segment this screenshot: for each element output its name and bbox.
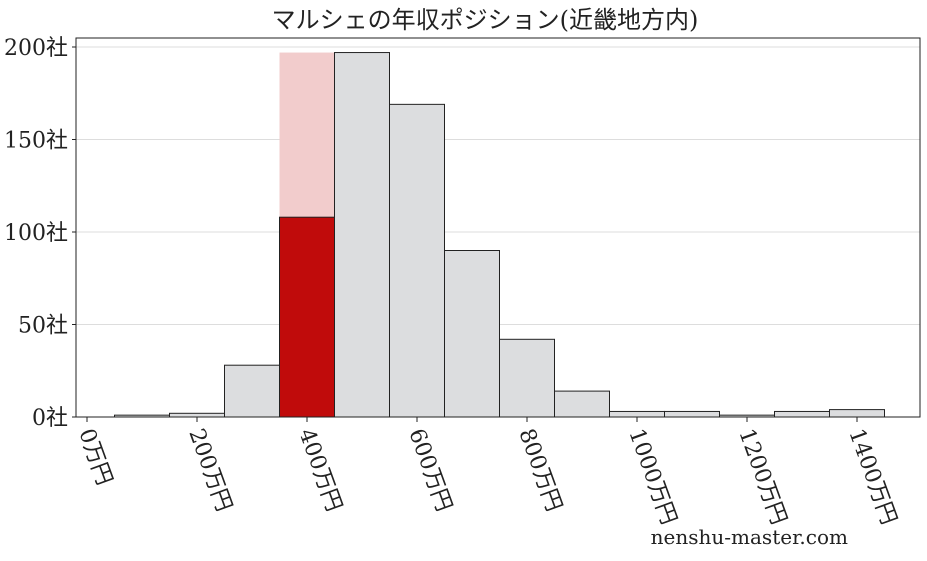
histogram-bar (609, 410, 665, 418)
x-tick-label: 800万円 (513, 426, 566, 515)
y-tick-label: 200社 (4, 36, 68, 61)
histogram-bar (169, 412, 225, 418)
x-tick-label: 200万円 (183, 426, 236, 515)
histogram-bar (444, 250, 500, 418)
histogram-bar (554, 390, 610, 418)
x-tick-label: 0万円 (73, 426, 116, 489)
chart-title: マルシェの年収ポジション(近畿地方内) (272, 6, 699, 34)
highlight-bar (279, 216, 335, 418)
x-tick-label: 1400万円 (843, 426, 901, 529)
x-tick-label: 400万円 (293, 426, 346, 515)
x-tick-label: 600万円 (403, 426, 456, 515)
histogram-bar (224, 364, 280, 418)
y-tick-label: 0社 (32, 406, 68, 431)
x-tick-label: 1200万円 (733, 426, 791, 529)
y-tick-label: 100社 (4, 221, 68, 246)
plot-frame (75, 37, 921, 418)
histogram-bar (664, 410, 720, 418)
y-tick-label: 150社 (4, 129, 68, 154)
histogram-bar (389, 103, 445, 418)
histogram-bar (774, 410, 830, 418)
histogram-bar (829, 409, 885, 418)
histogram-bar (499, 338, 555, 418)
x-tick-label: 1000万円 (623, 426, 681, 529)
histogram-bar (334, 52, 390, 418)
y-tick-label: 50社 (18, 314, 68, 339)
watermark: nenshu-master.com (651, 525, 848, 549)
